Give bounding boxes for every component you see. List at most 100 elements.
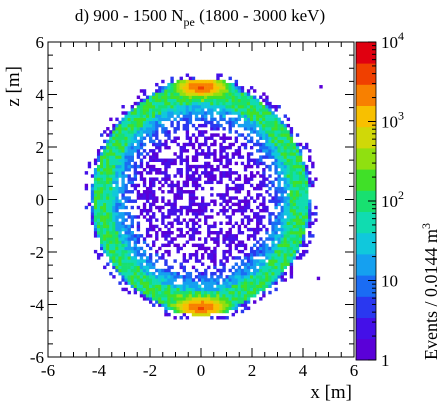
heatmap-bin: [305, 190, 309, 194]
heatmap-bin: [210, 164, 214, 169]
heatmap-bin: [133, 243, 138, 248]
heatmap-bin: [152, 240, 156, 244]
heatmap-bin: [139, 171, 144, 175]
heatmap-bin: [179, 275, 183, 279]
heatmap-bin: [87, 164, 92, 169]
heatmap-bin: [274, 281, 278, 285]
heatmap-bin: [133, 149, 138, 153]
heatmap-bin: [188, 174, 193, 178]
heatmap-bin: [204, 130, 208, 134]
heatmap-bin: [112, 123, 116, 128]
heatmap-bin: [277, 249, 281, 254]
heatmap-bin: [100, 212, 104, 216]
heatmap-bin: [158, 300, 162, 304]
heatmap-bin: [136, 111, 141, 115]
heatmap-bin: [216, 212, 220, 216]
heatmap-bin: [268, 265, 272, 270]
heatmap-bin: [265, 120, 269, 125]
heatmap-bin: [145, 208, 150, 213]
heatmap-bin: [176, 105, 180, 109]
heatmap-bin: [109, 218, 113, 222]
heatmap-bin: [256, 278, 260, 282]
heatmap-bin: [145, 95, 150, 99]
heatmap-bin: [265, 108, 269, 112]
heatmap-bin: [219, 300, 223, 304]
heatmap-bin: [274, 155, 278, 159]
heatmap-bin: [216, 306, 220, 311]
heatmap-bin: [161, 171, 165, 175]
heatmap-bin: [179, 79, 183, 84]
heatmap-bin: [222, 306, 226, 311]
heatmap-bin: [182, 312, 186, 317]
heatmap-bin: [130, 259, 134, 263]
heatmap-bin: [152, 101, 156, 106]
heatmap-bin: [170, 108, 174, 112]
heatmap-bin: [219, 297, 223, 301]
heatmap-bin: [127, 133, 131, 137]
heatmap-bin: [262, 183, 266, 188]
heatmap-bin: [277, 218, 281, 222]
z-axis-label-main: Events / 0.0144 m: [421, 229, 441, 360]
heatmap-bin: [249, 281, 254, 285]
heatmap-bin: [243, 142, 248, 147]
heatmap-bin: [145, 161, 150, 166]
heatmap-bin: [243, 294, 248, 298]
heatmap-bin: [106, 234, 110, 238]
heatmap-bin: [222, 82, 226, 87]
heatmap-bin: [167, 284, 171, 288]
heatmap-bin: [271, 212, 275, 216]
heatmap-bin: [118, 205, 122, 210]
heatmap-bin: [152, 190, 156, 194]
heatmap-bin: [210, 180, 214, 185]
heatmap-bin: [201, 205, 205, 210]
heatmap-bin: [210, 133, 214, 137]
heatmap-bin: [201, 202, 205, 207]
heatmap-bin: [90, 174, 95, 178]
heatmap-bin: [289, 133, 294, 137]
heatmap-bin: [176, 79, 180, 84]
heatmap-bin: [115, 224, 119, 229]
heatmap-bin: [173, 271, 177, 276]
heatmap-bin: [216, 101, 220, 106]
heatmap-bin: [115, 123, 119, 128]
heatmap-bin: [280, 164, 284, 169]
heatmap-bin: [90, 190, 95, 194]
heatmap-bin: [197, 145, 202, 150]
heatmap-bin: [173, 202, 177, 207]
heatmap-bin: [139, 130, 144, 134]
heatmap-bin: [106, 212, 110, 216]
heatmap-bin: [259, 161, 263, 166]
heatmap-bin: [158, 290, 162, 295]
heatmap-bin: [225, 120, 229, 125]
heatmap-bin: [256, 262, 260, 266]
heatmap-bin: [185, 278, 190, 282]
heatmap-bin: [280, 265, 284, 270]
heatmap-bin: [152, 158, 156, 162]
heatmap-bin: [127, 139, 131, 144]
heatmap-bin: [259, 111, 263, 115]
heatmap-bin: [182, 117, 186, 122]
heatmap-bin: [213, 290, 217, 295]
heatmap-bin: [188, 89, 193, 93]
heatmap-bin: [145, 164, 150, 169]
heatmap-bin: [246, 108, 251, 112]
heatmap-bin: [176, 183, 180, 188]
heatmap-bin: [268, 117, 272, 122]
heatmap-bin: [219, 95, 223, 99]
heatmap-bin: [188, 300, 193, 304]
heatmap-bin: [148, 190, 153, 194]
heatmap-bin: [121, 205, 125, 210]
heatmap-bin: [90, 186, 95, 191]
heatmap-bin: [164, 145, 168, 150]
heatmap-bin: [246, 237, 251, 241]
heatmap-bin: [298, 221, 303, 225]
heatmap-bin: [100, 145, 104, 150]
heatmap-bin: [127, 168, 131, 172]
heatmap-bin: [219, 309, 223, 314]
heatmap-bin: [249, 262, 254, 266]
heatmap-bin: [295, 133, 300, 137]
heatmap-bin: [142, 142, 147, 147]
heatmap-bin: [286, 205, 291, 210]
heatmap-bin: [243, 177, 248, 181]
heatmap-bin: [112, 205, 116, 210]
